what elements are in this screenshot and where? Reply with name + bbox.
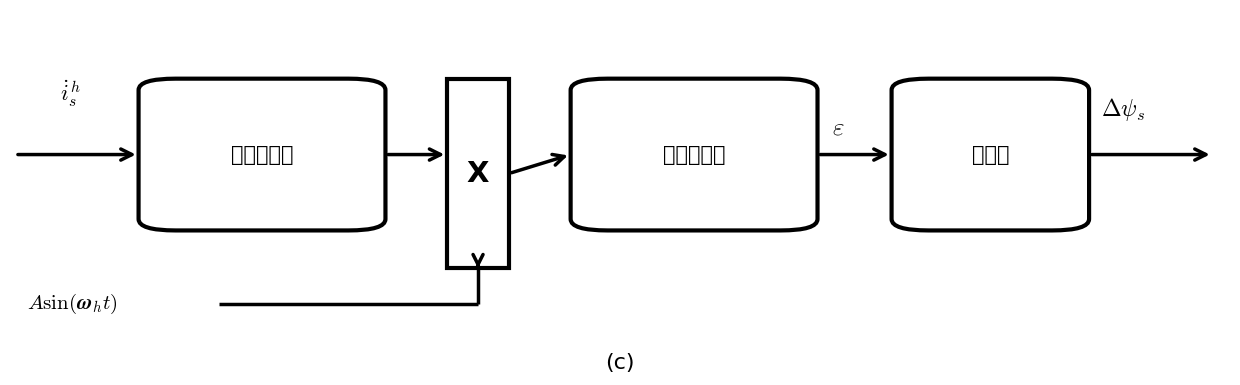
Text: 积分器: 积分器: [972, 144, 1009, 164]
FancyBboxPatch shape: [892, 79, 1089, 231]
Text: 带通滤波器: 带通滤波器: [231, 144, 294, 164]
Text: $A\mathrm{sin}(\boldsymbol{\omega}_h t)$: $A\mathrm{sin}(\boldsymbol{\omega}_h t)$: [27, 292, 118, 316]
Text: (c): (c): [605, 353, 635, 373]
FancyBboxPatch shape: [139, 79, 386, 231]
Text: $\dot{i}_{s}^{\,h}$: $\dot{i}_{s}^{\,h}$: [60, 79, 82, 109]
Text: 低通滤波器: 低通滤波器: [663, 144, 725, 164]
Text: $\Delta\psi_s$: $\Delta\psi_s$: [1101, 95, 1146, 122]
Bar: [448, 79, 508, 268]
FancyBboxPatch shape: [570, 79, 817, 231]
Text: $\varepsilon$: $\varepsilon$: [832, 116, 844, 140]
Text: X: X: [466, 159, 490, 187]
